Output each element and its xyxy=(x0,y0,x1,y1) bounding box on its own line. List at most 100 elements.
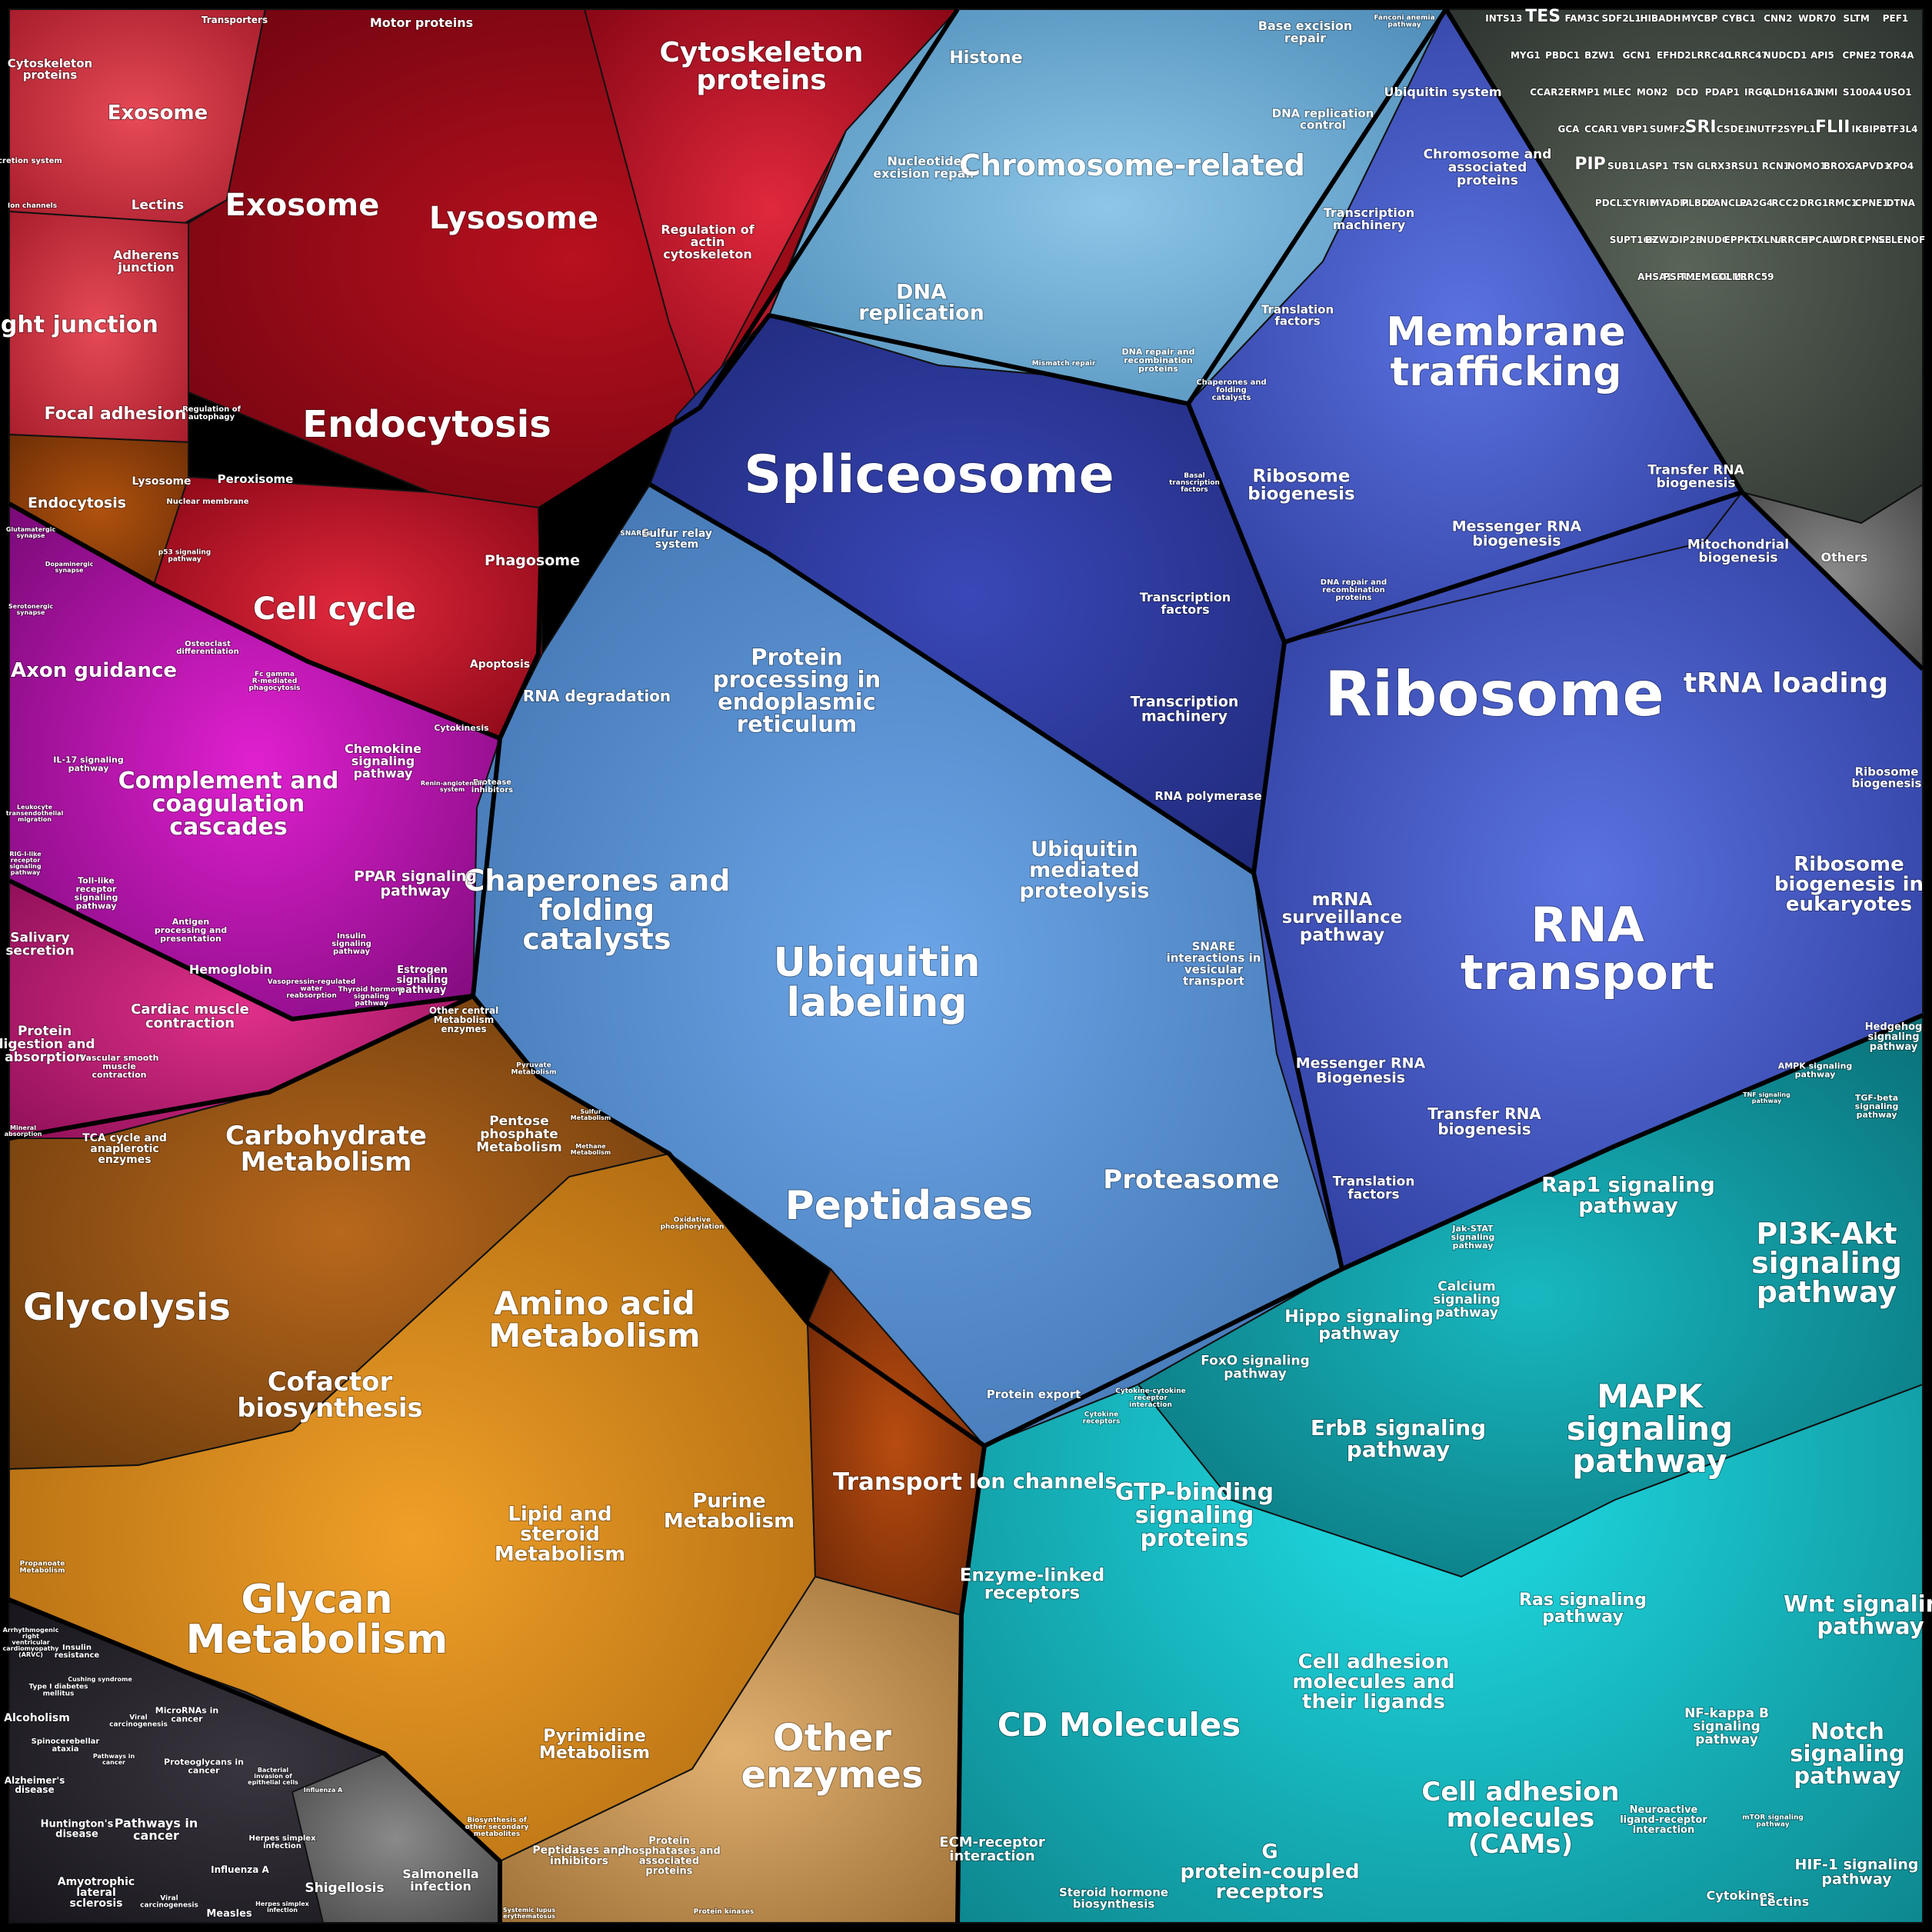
label-protease-inhibitors: Protease inhibitors xyxy=(471,778,513,794)
label-tgf-beta: TGF-beta signaling pathway xyxy=(1855,1093,1899,1120)
gene-label: BZW2 xyxy=(1645,235,1675,245)
label-pathways-cancer: Pathways in cancer xyxy=(115,1816,198,1843)
gene-label: MLEC xyxy=(1603,87,1631,98)
label-herpes: Herpes simplex infection xyxy=(248,1834,316,1850)
label-bacterial-invasion: Bacterial invasion of epithelial cells xyxy=(248,1767,298,1786)
label-ecm-receptor: ECM-receptor interaction xyxy=(939,1834,1045,1864)
label-mrna-biogenesis: Messenger RNA biogenesis xyxy=(1452,518,1582,550)
label-ubiquitin-system: Ubiquitin system xyxy=(1384,85,1502,99)
gene-label: MYCBP xyxy=(1681,13,1717,24)
label-trna-loading: tRNA loading xyxy=(1684,668,1888,699)
label-rig-i: RIG-I-like receptor signaling pathway xyxy=(9,851,42,876)
label-gtp-binding: GTP-binding signaling proteins xyxy=(1115,1479,1274,1552)
gene-label: SRI xyxy=(1685,118,1717,137)
gene-label: IRGQ xyxy=(1744,87,1770,98)
label-lupus: Systemic lupus erythematosus xyxy=(503,1907,555,1920)
gene-label: HPCAL1 xyxy=(1800,235,1841,245)
label-pi3k: PI3K-Akt signaling pathway xyxy=(1751,1217,1902,1309)
label-cd-molecules: CD Molecules xyxy=(998,1706,1241,1744)
label-toll-like: Toll-like receptor signaling pathway xyxy=(75,876,118,911)
label-peptidases-inhib: Peptidases and inhibitors xyxy=(532,1844,625,1867)
label-purine: Purine Metabolism xyxy=(664,1490,794,1533)
gene-label: RMC1 xyxy=(1828,198,1857,208)
gene-label: NUTF2 xyxy=(1750,124,1784,135)
gene-label: GAPVD1 xyxy=(1847,161,1890,172)
label-transport: Transport xyxy=(833,1468,962,1496)
gene-label: AHSA1 xyxy=(1637,271,1673,282)
label-dna-rep-control: DNA replication control xyxy=(1272,107,1374,132)
label-ion-channels-small: Ion channels xyxy=(8,202,57,210)
gene-label: S100A4 xyxy=(1843,87,1882,98)
label-mismatch: Mismatch repair xyxy=(1032,360,1096,368)
label-alzheimers: Alzheimer's disease xyxy=(5,1775,65,1795)
label-protein-processing-er: Protein processing in endoplasmic reticulum xyxy=(713,645,881,738)
gene-label: LRRC57 xyxy=(1774,235,1814,245)
label-proteasome: Proteasome xyxy=(1103,1164,1279,1195)
label-transcription-machinery-top: Transcription machinery xyxy=(1324,205,1415,232)
region-human-diseases xyxy=(8,1598,501,1924)
label-ribosome-biogenesis-mid: Ribosome biogenesis xyxy=(1247,467,1354,505)
label-hippo: Hippo signaling pathway xyxy=(1284,1307,1434,1344)
label-sulfur-relay: Sulfur relay system xyxy=(641,528,712,551)
gene-label: XPO4 xyxy=(1886,161,1914,172)
gene-label: CSDE1 xyxy=(1717,124,1750,135)
label-micrornas: MicroRNAs in cancer xyxy=(155,1706,218,1724)
label-transporters: Transporters xyxy=(202,15,268,25)
label-cushing: Cushing syndrome xyxy=(68,1676,132,1683)
label-lysosome-big: Lysosome xyxy=(429,201,598,236)
label-viral-carcinogenesis-a: Viral carcinogenesis xyxy=(109,1714,168,1729)
label-measles: Measles xyxy=(206,1908,252,1920)
label-insulin-resistance: Insulin resistance xyxy=(55,1644,100,1660)
label-erbb: ErbB signaling pathway xyxy=(1311,1415,1486,1462)
label-fc-gamma: Fc gamma R-mediated phagocytosis xyxy=(248,671,300,692)
label-cams: Cell adhesion molecules (CAMs) xyxy=(1421,1777,1619,1860)
label-type1-diabetes: Type I diabetes mellitus xyxy=(28,1684,88,1698)
label-biosynthesis-other: Biosynthesis of other secondary metabolite… xyxy=(465,1817,529,1838)
label-proteoglycans: Proteoglycans in cancer xyxy=(164,1757,244,1776)
gene-label: GLRX3 xyxy=(1697,161,1730,172)
label-other-enzymes: Other enzymes xyxy=(741,1717,923,1797)
label-renin: Renin-angiotensin system xyxy=(421,780,485,793)
label-arrhythmogenic: Arrhythmogenic right ventricular cardiomyop… xyxy=(3,1627,60,1658)
label-cell-adhesion-ligands: Cell adhesion molecules and their ligands xyxy=(1292,1651,1454,1714)
label-amyotrophic: Amyotrophic lateral sclerosis xyxy=(58,1876,135,1910)
label-chromosome-assoc: Chromosome and associated proteins xyxy=(1424,147,1552,188)
gene-label: PEF1 xyxy=(1883,13,1909,24)
label-nucleotide-excision: Nucleotide excision repair xyxy=(873,154,976,181)
label-mineral: Mineral absorption xyxy=(5,1124,42,1138)
label-cytoskeleton-small: Cytoskeleton proteins xyxy=(8,57,92,82)
label-herpes-small: Herpes simplex infection xyxy=(255,1900,310,1914)
label-methane-met: Methane Metabolism xyxy=(571,1143,611,1156)
label-hedgehog: Hedgehog signaling pathway xyxy=(1865,1021,1923,1053)
gene-label: TXLNA xyxy=(1750,235,1785,245)
label-calcium: Calcium signaling pathway xyxy=(1433,1279,1501,1321)
label-shigellosis: Shigellosis xyxy=(305,1880,384,1896)
gene-label: SUPT16H xyxy=(1610,235,1657,245)
label-lysosome-small: Lysosome xyxy=(132,475,191,488)
gene-label: NOMO1 xyxy=(1787,161,1827,172)
gene-label: ERMP1 xyxy=(1564,87,1601,98)
label-propanoate: Propanoate Metabolism xyxy=(20,1561,65,1575)
label-glycan: Glycan Metabolism xyxy=(186,1577,448,1663)
gene-label: GCA xyxy=(1558,124,1581,135)
label-cytoskeleton-big: Cytoskeleton proteins xyxy=(660,37,864,96)
gene-label: FLII xyxy=(1815,118,1850,137)
label-cytokines: Cytokines xyxy=(1707,1888,1775,1903)
gene-label: CYRIB xyxy=(1625,198,1656,208)
label-mapk: MAPK signaling pathway xyxy=(1567,1377,1733,1480)
label-lipid-steroid: Lipid and steroid Metabolism xyxy=(495,1503,625,1566)
label-chromosome-related: Chromosome-related xyxy=(959,148,1305,182)
gene-label: SYPL1 xyxy=(1784,124,1816,135)
label-ribosome-biogenesis-right: Ribosome biogenesis xyxy=(1852,765,1922,791)
gene-label: RCN1 xyxy=(1762,161,1790,172)
gene-label: NMI xyxy=(1817,87,1837,98)
gene-label: PSPC1 xyxy=(1663,271,1696,282)
label-cytokinesis: Cytokinesis xyxy=(434,723,489,733)
label-cell-cycle: Cell cycle xyxy=(253,591,416,627)
label-antigen: Antigen processing and presentation xyxy=(155,917,227,944)
gene-label: NUDC xyxy=(1699,235,1729,245)
label-apoptosis: Apoptosis xyxy=(470,658,530,671)
label-cardiac: Cardiac muscle contraction xyxy=(131,1001,249,1031)
